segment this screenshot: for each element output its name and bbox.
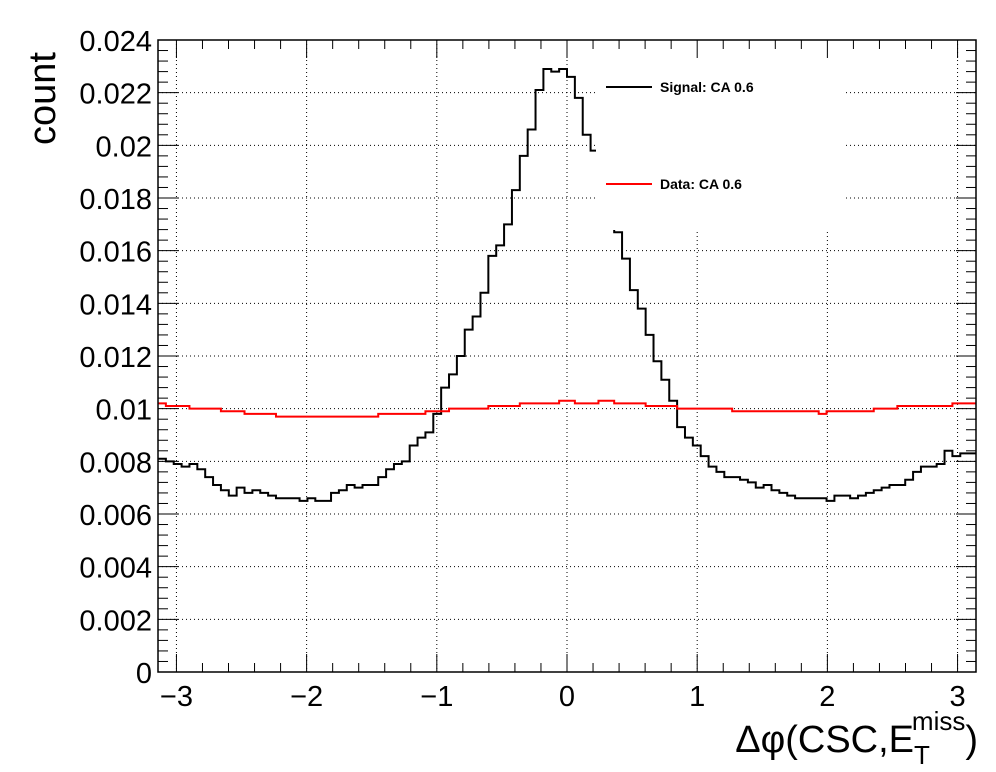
x-tick-label: −3 <box>160 681 193 713</box>
tick-labels: −3 −2 −1 0 1 2 3 0 0.002 0.004 0.006 0.008 0.01 0.012… <box>79 26 965 713</box>
x-tick-label: 0 <box>559 681 575 713</box>
y-tick-label: 0.006 <box>79 500 152 532</box>
y-tick-label: 0.004 <box>79 553 152 585</box>
x-axis-title-sub: T <box>914 740 930 770</box>
series-line-data <box>158 399 976 418</box>
y-tick-label: 0 <box>136 658 152 690</box>
y-tick-label: 0.016 <box>79 237 152 269</box>
y-tick-label: 0.022 <box>79 79 152 111</box>
y-tick-label: 0.024 <box>79 26 152 58</box>
x-tick-label: 2 <box>819 681 835 713</box>
x-tick-label: −2 <box>290 681 323 713</box>
y-tick-label: 0.018 <box>79 184 152 216</box>
y-tick-label: 0.01 <box>96 395 152 427</box>
y-tick-label: 0.012 <box>79 342 152 374</box>
x-tick-label: 1 <box>689 681 705 713</box>
legend: Signal: CA 0.6 Data: CA 0.6 <box>596 40 844 230</box>
x-axis-title: Δφ(CSC,ETmiss) <box>735 706 978 770</box>
y-tick-label: 0.02 <box>96 131 152 163</box>
axis-ticks <box>158 39 976 673</box>
x-axis-title-sup: miss <box>912 706 965 736</box>
x-tick-label: 3 <box>949 681 965 713</box>
series-line-signal <box>158 67 976 502</box>
legend-entry-signal: Signal: CA 0.6 <box>660 79 754 95</box>
y-tick-label: 0.002 <box>79 605 152 637</box>
x-axis-title-close: ) <box>965 719 978 761</box>
y-tick-label: 0.008 <box>79 447 152 479</box>
legend-background <box>596 40 844 230</box>
y-tick-label: 0.014 <box>79 289 152 321</box>
series-layer <box>158 67 976 502</box>
x-axis-title-main: Δφ(CSC,E <box>735 719 914 761</box>
x-tick-label: −1 <box>420 681 453 713</box>
y-axis-title: count <box>22 52 64 145</box>
legend-entry-data: Data: CA 0.6 <box>660 176 742 192</box>
